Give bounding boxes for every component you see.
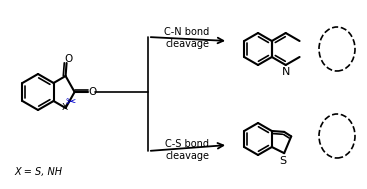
Text: ✂: ✂ <box>65 97 76 109</box>
Text: C-N bond
cleavage: C-N bond cleavage <box>164 27 210 49</box>
Text: O: O <box>88 87 97 97</box>
Text: C-S bond
cleavage: C-S bond cleavage <box>165 139 209 161</box>
Text: O: O <box>65 54 73 64</box>
Text: X = S, NH: X = S, NH <box>14 167 62 177</box>
Text: S: S <box>280 156 287 166</box>
Text: N: N <box>281 67 290 77</box>
Text: X: X <box>62 104 68 112</box>
